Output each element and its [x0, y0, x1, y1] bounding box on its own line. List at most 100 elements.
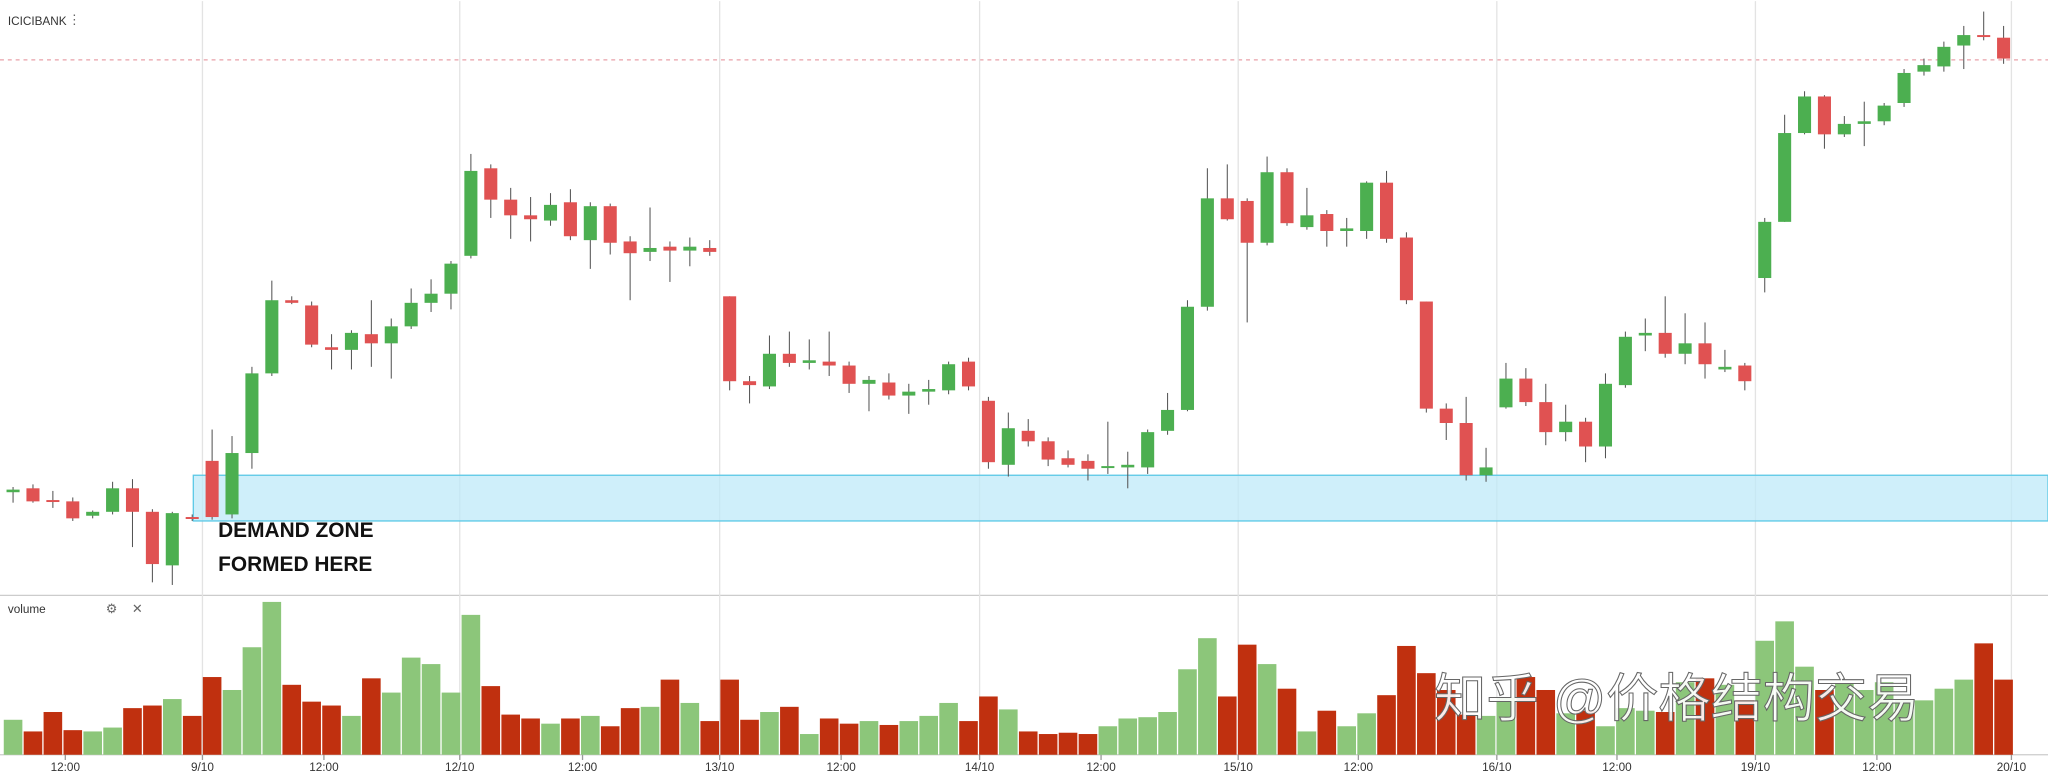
- candle-body: [1459, 423, 1473, 476]
- volume-bar: [1516, 677, 1536, 755]
- volume-bar: [1655, 712, 1675, 755]
- candle-body: [1738, 365, 1752, 382]
- candle-body: [942, 364, 956, 391]
- volume-bar: [1755, 640, 1775, 755]
- candle-body: [1101, 466, 1115, 469]
- volume-bar: [660, 679, 680, 755]
- candle-body: [1837, 123, 1851, 135]
- candle-body: [1857, 121, 1871, 124]
- volume-bar: [1277, 688, 1297, 755]
- candle-body: [1937, 46, 1951, 67]
- candle-body: [1379, 182, 1394, 239]
- volume-bar: [1417, 673, 1436, 755]
- volume-bar: [421, 664, 441, 755]
- x-tick-label: 12:00: [1086, 761, 1116, 774]
- volume-bar: [1377, 695, 1396, 755]
- volume-bar: [143, 705, 162, 755]
- volume-bar: [1178, 669, 1197, 755]
- volume-bar: [620, 708, 640, 755]
- volume-bar: [23, 731, 43, 755]
- candle-body: [1997, 37, 2011, 59]
- volume-bar: [1038, 734, 1058, 755]
- volume-bar: [720, 679, 739, 755]
- candle-body: [583, 206, 597, 241]
- volume-bar: [501, 714, 520, 755]
- settings-icon[interactable]: ⚙: [106, 601, 118, 616]
- volume-bar: [879, 724, 899, 755]
- candle-body: [484, 168, 498, 200]
- x-tick-label: 12:00: [568, 761, 598, 774]
- candle-body: [1479, 467, 1493, 476]
- candle-body: [205, 460, 219, 518]
- candle-body: [344, 332, 358, 350]
- volume-bar: [1695, 678, 1715, 755]
- annotation: FORMED HERE: [218, 553, 372, 576]
- volume-bar: [680, 702, 700, 755]
- volume-bar: [581, 715, 600, 755]
- candle-body: [563, 202, 577, 237]
- candle-body: [1220, 198, 1234, 220]
- candle-body: [1021, 430, 1035, 442]
- volume-bar: [103, 727, 122, 755]
- volume-bar: [1934, 688, 1954, 755]
- candle-body: [1141, 432, 1155, 468]
- candle-body: [1260, 172, 1274, 243]
- candle-body: [1977, 35, 1991, 38]
- volume-bar: [541, 723, 560, 755]
- candle-body: [703, 247, 717, 252]
- candle-body: [1698, 343, 1712, 365]
- candle-body: [1061, 458, 1075, 465]
- candle-body: [782, 353, 796, 363]
- candle-body: [1439, 408, 1453, 423]
- x-tick-label: 20/10: [1997, 761, 2027, 774]
- x-tick-label: 19/10: [1741, 761, 1771, 774]
- volume-bar: [302, 701, 321, 755]
- candle-body: [165, 513, 179, 566]
- volume-bar: [401, 657, 421, 755]
- candle-body: [1539, 402, 1553, 433]
- candle-body: [902, 391, 916, 396]
- candle-body: [1320, 214, 1334, 231]
- volume-bar: [242, 647, 262, 755]
- candle-body: [1877, 105, 1891, 122]
- volume-bar: [322, 705, 341, 755]
- volume-bar: [222, 689, 242, 755]
- volume-bar: [481, 686, 501, 755]
- volume-bar: [262, 601, 282, 755]
- volume-bar: [899, 721, 919, 755]
- candle-body: [1399, 237, 1413, 301]
- candle-body: [1280, 172, 1294, 224]
- volume-bar: [959, 721, 978, 755]
- volume-bar: [1675, 682, 1695, 755]
- candle-body: [762, 353, 776, 387]
- volume-bar: [381, 692, 401, 755]
- candle-body: [1778, 133, 1792, 222]
- volume-bar: [521, 718, 540, 755]
- volume-bar: [600, 726, 620, 755]
- candle-body: [862, 379, 876, 384]
- candle-body: [1300, 215, 1314, 228]
- candle-body: [245, 373, 259, 454]
- close-icon[interactable]: ✕: [132, 601, 143, 616]
- volume-label: volume: [8, 603, 46, 616]
- candle-body: [961, 361, 976, 387]
- candle-body: [1758, 221, 1772, 279]
- volume-bar: [919, 715, 939, 755]
- candle-body: [1618, 336, 1632, 386]
- menu-icon[interactable]: ⋮: [68, 12, 81, 27]
- candle-body: [46, 500, 60, 503]
- candle-body: [125, 488, 140, 512]
- volume-bar: [859, 721, 879, 755]
- volume-bar: [362, 678, 381, 755]
- candle-body: [882, 382, 896, 396]
- demand-zone: [192, 474, 2048, 522]
- volume-bar: [441, 692, 461, 755]
- x-tick-label: 13/10: [705, 761, 735, 774]
- candle-body: [1041, 441, 1055, 460]
- volume-bar: [799, 734, 819, 755]
- candle-body: [981, 400, 995, 463]
- candle-body: [384, 326, 398, 344]
- x-tick-label: 9/10: [191, 761, 214, 774]
- volume-bar: [202, 677, 222, 755]
